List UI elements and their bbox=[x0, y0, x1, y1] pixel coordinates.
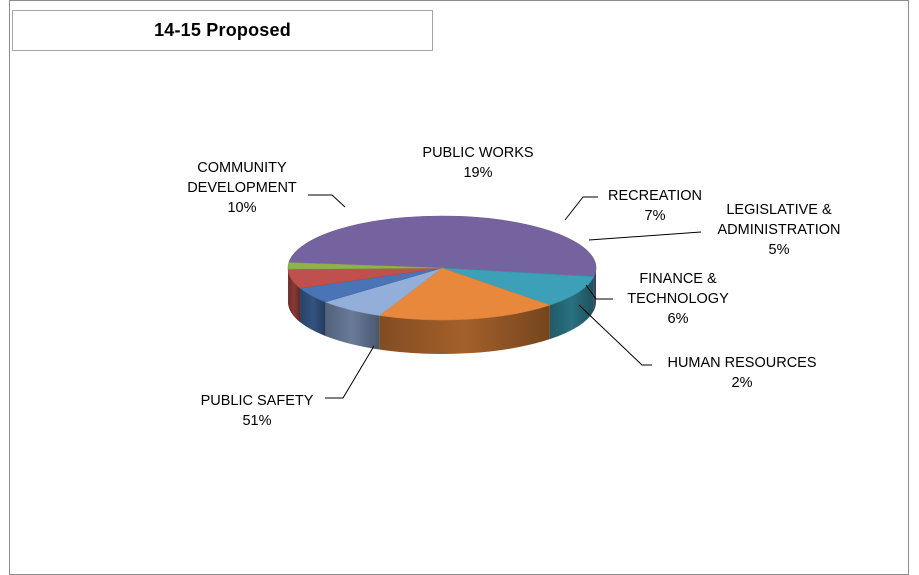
percent-label: 5% bbox=[769, 242, 790, 258]
leader-line-community-development bbox=[308, 195, 345, 207]
percent-label: 7% bbox=[645, 208, 666, 224]
data-label-public-works: PUBLIC WORKS 19% bbox=[422, 145, 533, 181]
category-label: FINANCE & bbox=[639, 271, 717, 287]
category-label: PUBLIC WORKS bbox=[422, 145, 533, 161]
percent-label: 2% bbox=[732, 375, 753, 391]
data-label-human-resources: HUMAN RESOURCES 2% bbox=[667, 355, 816, 391]
category-label: ADMINISTRATION bbox=[718, 222, 841, 238]
data-label-recreation: RECREATION 7% bbox=[608, 188, 702, 224]
percent-label: 6% bbox=[668, 311, 689, 327]
leader-line-public-safety bbox=[325, 346, 374, 398]
data-label-community-development: COMMUNITY DEVELOPMENT 10% bbox=[187, 160, 297, 216]
data-label-legislative-administration: LEGISLATIVE & ADMINISTRATION 5% bbox=[718, 202, 841, 258]
category-label: RECREATION bbox=[608, 188, 702, 204]
leader-line-legislative-administration bbox=[589, 232, 701, 240]
data-label-finance-technology: FINANCE & TECHNOLOGY 6% bbox=[627, 271, 729, 327]
category-label: DEVELOPMENT bbox=[187, 180, 297, 196]
category-label: HUMAN RESOURCES bbox=[667, 355, 816, 371]
leader-line-recreation bbox=[565, 197, 598, 220]
category-label: COMMUNITY bbox=[197, 160, 287, 176]
category-label: TECHNOLOGY bbox=[627, 291, 729, 307]
percent-label: 10% bbox=[227, 200, 256, 216]
category-label: PUBLIC SAFETY bbox=[201, 393, 314, 409]
data-label-public-safety: PUBLIC SAFETY 51% bbox=[201, 393, 314, 429]
category-label: LEGISLATIVE & bbox=[726, 202, 832, 218]
percent-label: 51% bbox=[242, 413, 271, 429]
percent-label: 19% bbox=[463, 165, 492, 181]
